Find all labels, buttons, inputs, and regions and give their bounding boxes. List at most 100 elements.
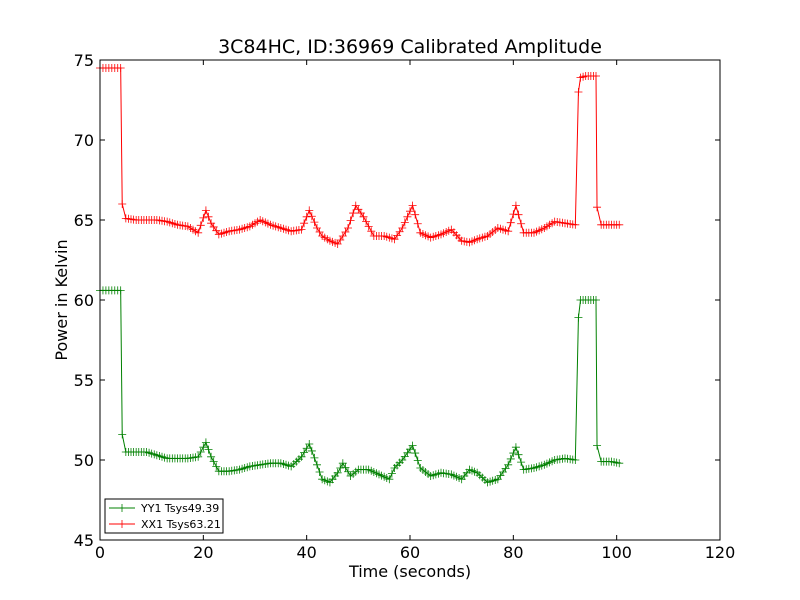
x-tick-label-3: 60	[400, 543, 420, 562]
data-point-0-92	[336, 464, 345, 472]
x-tick-label-2: 40	[296, 543, 316, 562]
y-tick-label-2: 55	[74, 371, 94, 390]
data-point-0-162	[517, 458, 526, 467]
data-point-1-41	[204, 212, 213, 221]
data-point-0-40	[201, 438, 210, 447]
ticks-layer: 0 20 40 60 80 100 120 45 50 55 60 65 70 75	[74, 51, 736, 562]
data-point-1-102	[362, 217, 371, 226]
x-tick-label-0: 0	[95, 543, 105, 562]
data-point-0-38	[196, 448, 205, 456]
data-point-1-96	[346, 216, 355, 225]
data-point-1-157	[504, 227, 513, 236]
y-tick-label-1: 50	[74, 451, 94, 470]
data-point-0-42	[207, 452, 216, 461]
data-point-0-82	[310, 453, 319, 462]
legend-marker-0	[118, 504, 126, 512]
data-point-1-39	[199, 213, 208, 222]
y-tick-label-3: 60	[74, 291, 94, 310]
data-point-0-158	[506, 454, 515, 463]
series-layer	[96, 64, 624, 487]
data-point-0-192	[593, 441, 602, 450]
data-point-0-157	[504, 460, 513, 469]
x-tick-label-4: 80	[503, 543, 523, 562]
data-point-0-95	[344, 467, 352, 476]
x-tick-label-1: 20	[193, 543, 213, 562]
data-point-1-192	[593, 203, 602, 212]
y-axis-title: Power in Kelvin	[52, 239, 71, 360]
y-tick-label-0: 45	[74, 531, 94, 550]
data-point-1-183	[571, 220, 580, 229]
data-point-1-191	[592, 72, 600, 80]
data-point-1-97	[349, 209, 358, 218]
data-point-1-120	[408, 201, 417, 210]
series-0	[96, 286, 624, 487]
data-point-1-79	[302, 212, 311, 221]
y-tick-label-5: 70	[74, 131, 94, 150]
x-axis-title: Time (seconds)	[348, 562, 471, 581]
data-point-1-118	[403, 212, 412, 221]
data-point-0-77	[297, 452, 306, 461]
data-point-1-78	[300, 219, 309, 228]
y-tick-label-4: 65	[74, 211, 94, 230]
legend-box	[104, 498, 224, 534]
chart-title: 3C84HC, ID:36969 Calibrated Amplitude	[218, 36, 602, 58]
data-point-1-160	[511, 201, 520, 210]
data-point-0-7	[116, 286, 125, 295]
data-point-1-104	[367, 227, 376, 236]
data-point-1-77	[297, 225, 306, 234]
data-point-1-7	[116, 64, 125, 72]
data-point-0-78	[300, 448, 309, 457]
legend-marker-1	[118, 520, 126, 528]
data-point-0-43	[209, 457, 218, 466]
data-point-0-200	[615, 459, 624, 468]
data-point-0-83	[313, 460, 321, 469]
data-point-1-101	[359, 212, 368, 221]
data-point-1-82	[310, 218, 319, 227]
data-point-0-122	[413, 456, 422, 465]
data-point-1-159	[509, 210, 518, 219]
data-point-1-117	[400, 218, 409, 227]
x-tick-label-5: 100	[601, 543, 632, 562]
data-point-1-119	[406, 207, 414, 216]
data-point-1-122	[413, 219, 422, 228]
data-point-1-8	[118, 200, 127, 208]
data-point-0-159	[509, 449, 518, 458]
data-point-0-91	[333, 468, 342, 477]
data-point-0-84	[315, 468, 324, 476]
data-point-0-183	[571, 456, 580, 464]
data-point-1-103	[364, 222, 373, 231]
data-point-1-158	[506, 218, 515, 227]
data-point-0-39	[199, 443, 208, 452]
data-point-0-112	[387, 469, 396, 478]
data-point-0-120	[408, 441, 417, 450]
data-point-0-111	[385, 475, 394, 484]
data-point-0-184	[574, 313, 583, 322]
data-point-0-79	[302, 444, 311, 453]
data-point-0-81	[307, 446, 316, 455]
data-point-1-38	[196, 221, 205, 230]
legend: YY1 Tsys49.39 XX1 Tsys63.21	[104, 498, 224, 534]
data-point-0-80	[305, 440, 314, 448]
data-point-1-162	[517, 219, 526, 228]
data-point-0-37	[194, 452, 203, 461]
data-point-0-93	[338, 459, 347, 468]
data-point-0-161	[514, 450, 523, 459]
data-point-0-8	[118, 430, 127, 439]
data-point-0-191	[592, 296, 600, 304]
data-point-1-116	[398, 224, 407, 232]
data-point-0-94	[341, 463, 350, 472]
y-tick-label-6: 75	[74, 51, 94, 70]
data-point-1-37	[194, 228, 203, 237]
data-point-1-184	[574, 88, 583, 96]
data-point-1-161	[514, 210, 523, 219]
x-tick-label-6: 120	[705, 543, 736, 562]
data-point-0-41	[204, 445, 213, 454]
data-point-1-200	[615, 220, 624, 229]
data-point-0-160	[511, 443, 520, 452]
data-point-0-121	[411, 449, 420, 458]
data-point-1-80	[305, 206, 314, 215]
legend-label-0: YY1 Tsys49.39	[140, 502, 219, 515]
legend-label-1: XX1 Tsys63.21	[141, 518, 221, 531]
data-point-0-44	[212, 462, 221, 471]
